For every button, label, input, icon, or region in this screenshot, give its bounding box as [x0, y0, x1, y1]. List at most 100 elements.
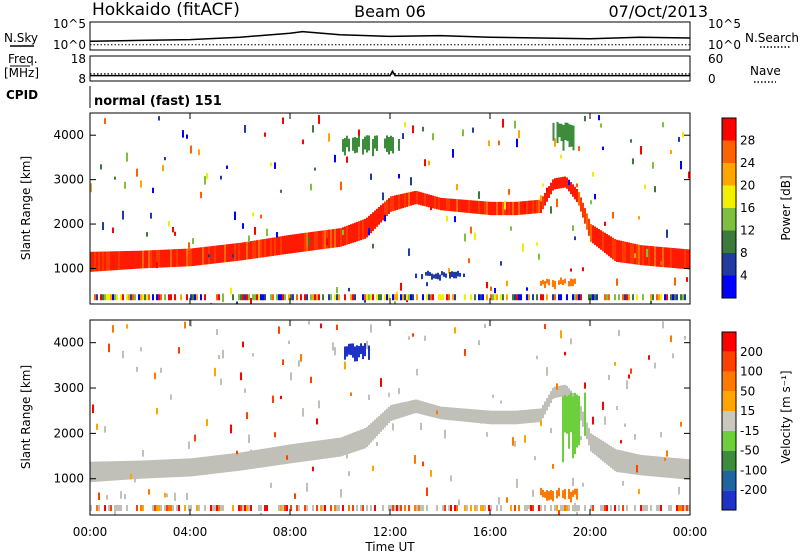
heatmap-cell	[588, 218, 590, 236]
colorbar-swatch	[722, 118, 736, 141]
heatmap-cell	[142, 449, 144, 457]
heatmap-cell	[178, 347, 180, 354]
heatmap-cell	[336, 287, 338, 294]
heatmap-cell	[560, 505, 562, 512]
heatmap-cell	[322, 439, 324, 459]
heatmap-cell	[182, 248, 184, 267]
heatmap-cell	[394, 505, 396, 512]
heatmap-patch-cell	[552, 122, 555, 141]
heatmap-cell	[268, 447, 270, 467]
heatmap-cell	[204, 246, 206, 265]
heatmap-cell	[136, 250, 138, 269]
heatmap-cell	[578, 146, 580, 151]
heatmap-cell	[678, 248, 680, 269]
heatmap-cell	[468, 408, 470, 423]
heatmap-cell	[558, 385, 560, 398]
heatmap-cell	[318, 230, 320, 250]
heatmap-cell	[106, 495, 108, 500]
heatmap-cell	[150, 250, 152, 269]
heatmap-cell	[426, 294, 428, 301]
heatmap-cell	[366, 505, 368, 512]
heatmap-patch-cell	[364, 343, 366, 357]
heatmap-patch-cell	[564, 488, 566, 500]
noise-right-label: N.Search	[745, 31, 799, 45]
heatmap-cell	[572, 294, 574, 301]
heatmap-cell	[288, 340, 290, 345]
heatmap-cell	[546, 187, 548, 192]
heatmap-cell	[588, 427, 590, 446]
heatmap-cell	[248, 235, 250, 243]
heatmap-cell	[234, 211, 236, 221]
heatmap-cell	[668, 457, 670, 478]
heatmap-cell	[488, 410, 490, 425]
heatmap-cell	[424, 335, 426, 341]
heatmap-cell	[578, 505, 580, 512]
heatmap-cell	[278, 294, 280, 301]
heatmap-cell	[442, 197, 444, 211]
heatmap-cell	[120, 461, 122, 481]
heatmap-cell	[374, 210, 376, 229]
heatmap-cell	[368, 294, 370, 301]
heatmap-cell	[426, 402, 428, 416]
heatmap-cell	[172, 249, 174, 268]
heatmap-cell	[464, 408, 466, 422]
heatmap-cell	[448, 268, 450, 274]
heatmap-cell	[524, 203, 526, 209]
heatmap-cell	[402, 193, 404, 209]
heatmap-cell	[368, 424, 370, 445]
heatmap-cell	[378, 294, 380, 301]
heatmap-cell	[446, 198, 448, 211]
heatmap-cell	[302, 408, 304, 417]
heatmap-cell	[662, 122, 664, 128]
heatmap-cell	[578, 192, 580, 206]
heatmap-cell	[644, 505, 646, 512]
heatmap-cell	[104, 118, 106, 124]
heatmap-cell	[98, 251, 100, 272]
heatmap-cell	[312, 294, 314, 301]
heatmap-cell	[592, 505, 594, 512]
heatmap-cell	[270, 482, 272, 488]
heatmap-cell	[500, 261, 502, 266]
heatmap-patch-cell	[433, 274, 435, 279]
heatmap-cell	[412, 333, 414, 337]
freq-left-label: Freq.	[8, 52, 38, 66]
heatmap-cell	[582, 411, 584, 427]
heatmap-cell	[596, 227, 598, 247]
heatmap-patch-cell	[449, 271, 451, 279]
colorbar-swatch	[722, 490, 736, 510]
heatmap-cell	[270, 447, 272, 467]
heatmap-cell	[196, 294, 198, 301]
heatmap-cell	[556, 198, 558, 208]
heatmap-cell	[126, 460, 128, 480]
heatmap-cell	[106, 294, 108, 301]
heatmap-cell	[408, 294, 410, 301]
heatmap-cell	[252, 240, 254, 259]
heatmap-cell	[232, 294, 234, 301]
heatmap-patch-cell	[558, 487, 560, 497]
heatmap-cell	[400, 282, 402, 291]
heatmap-cell	[360, 429, 362, 450]
heatmap-cell	[624, 241, 626, 264]
heatmap-cell	[518, 410, 520, 425]
heatmap-cell	[416, 368, 418, 376]
heatmap-cell	[128, 460, 130, 480]
x-tick-label: 12:00	[373, 525, 408, 539]
colorbar-tick-label: 20	[740, 179, 755, 193]
heatmap-cell	[116, 251, 118, 271]
heatmap-cell	[112, 461, 114, 481]
heatmap-cell	[160, 505, 162, 512]
heatmap-cell	[100, 294, 102, 301]
heatmap-cell	[680, 248, 682, 269]
heatmap-cell	[494, 410, 496, 425]
heatmap-cell	[480, 294, 482, 301]
heatmap-cell	[556, 383, 558, 390]
heatmap-cell	[614, 505, 616, 512]
station-title: Hokkaido (fitACF)	[92, 0, 240, 20]
heatmap-cell	[116, 505, 118, 512]
heatmap-cell	[152, 250, 154, 268]
heatmap-patch-cell	[421, 274, 423, 280]
heatmap-cell	[376, 294, 378, 301]
heatmap-cell	[484, 323, 486, 328]
heatmap-cell	[524, 409, 526, 424]
heatmap-cell	[212, 455, 214, 474]
